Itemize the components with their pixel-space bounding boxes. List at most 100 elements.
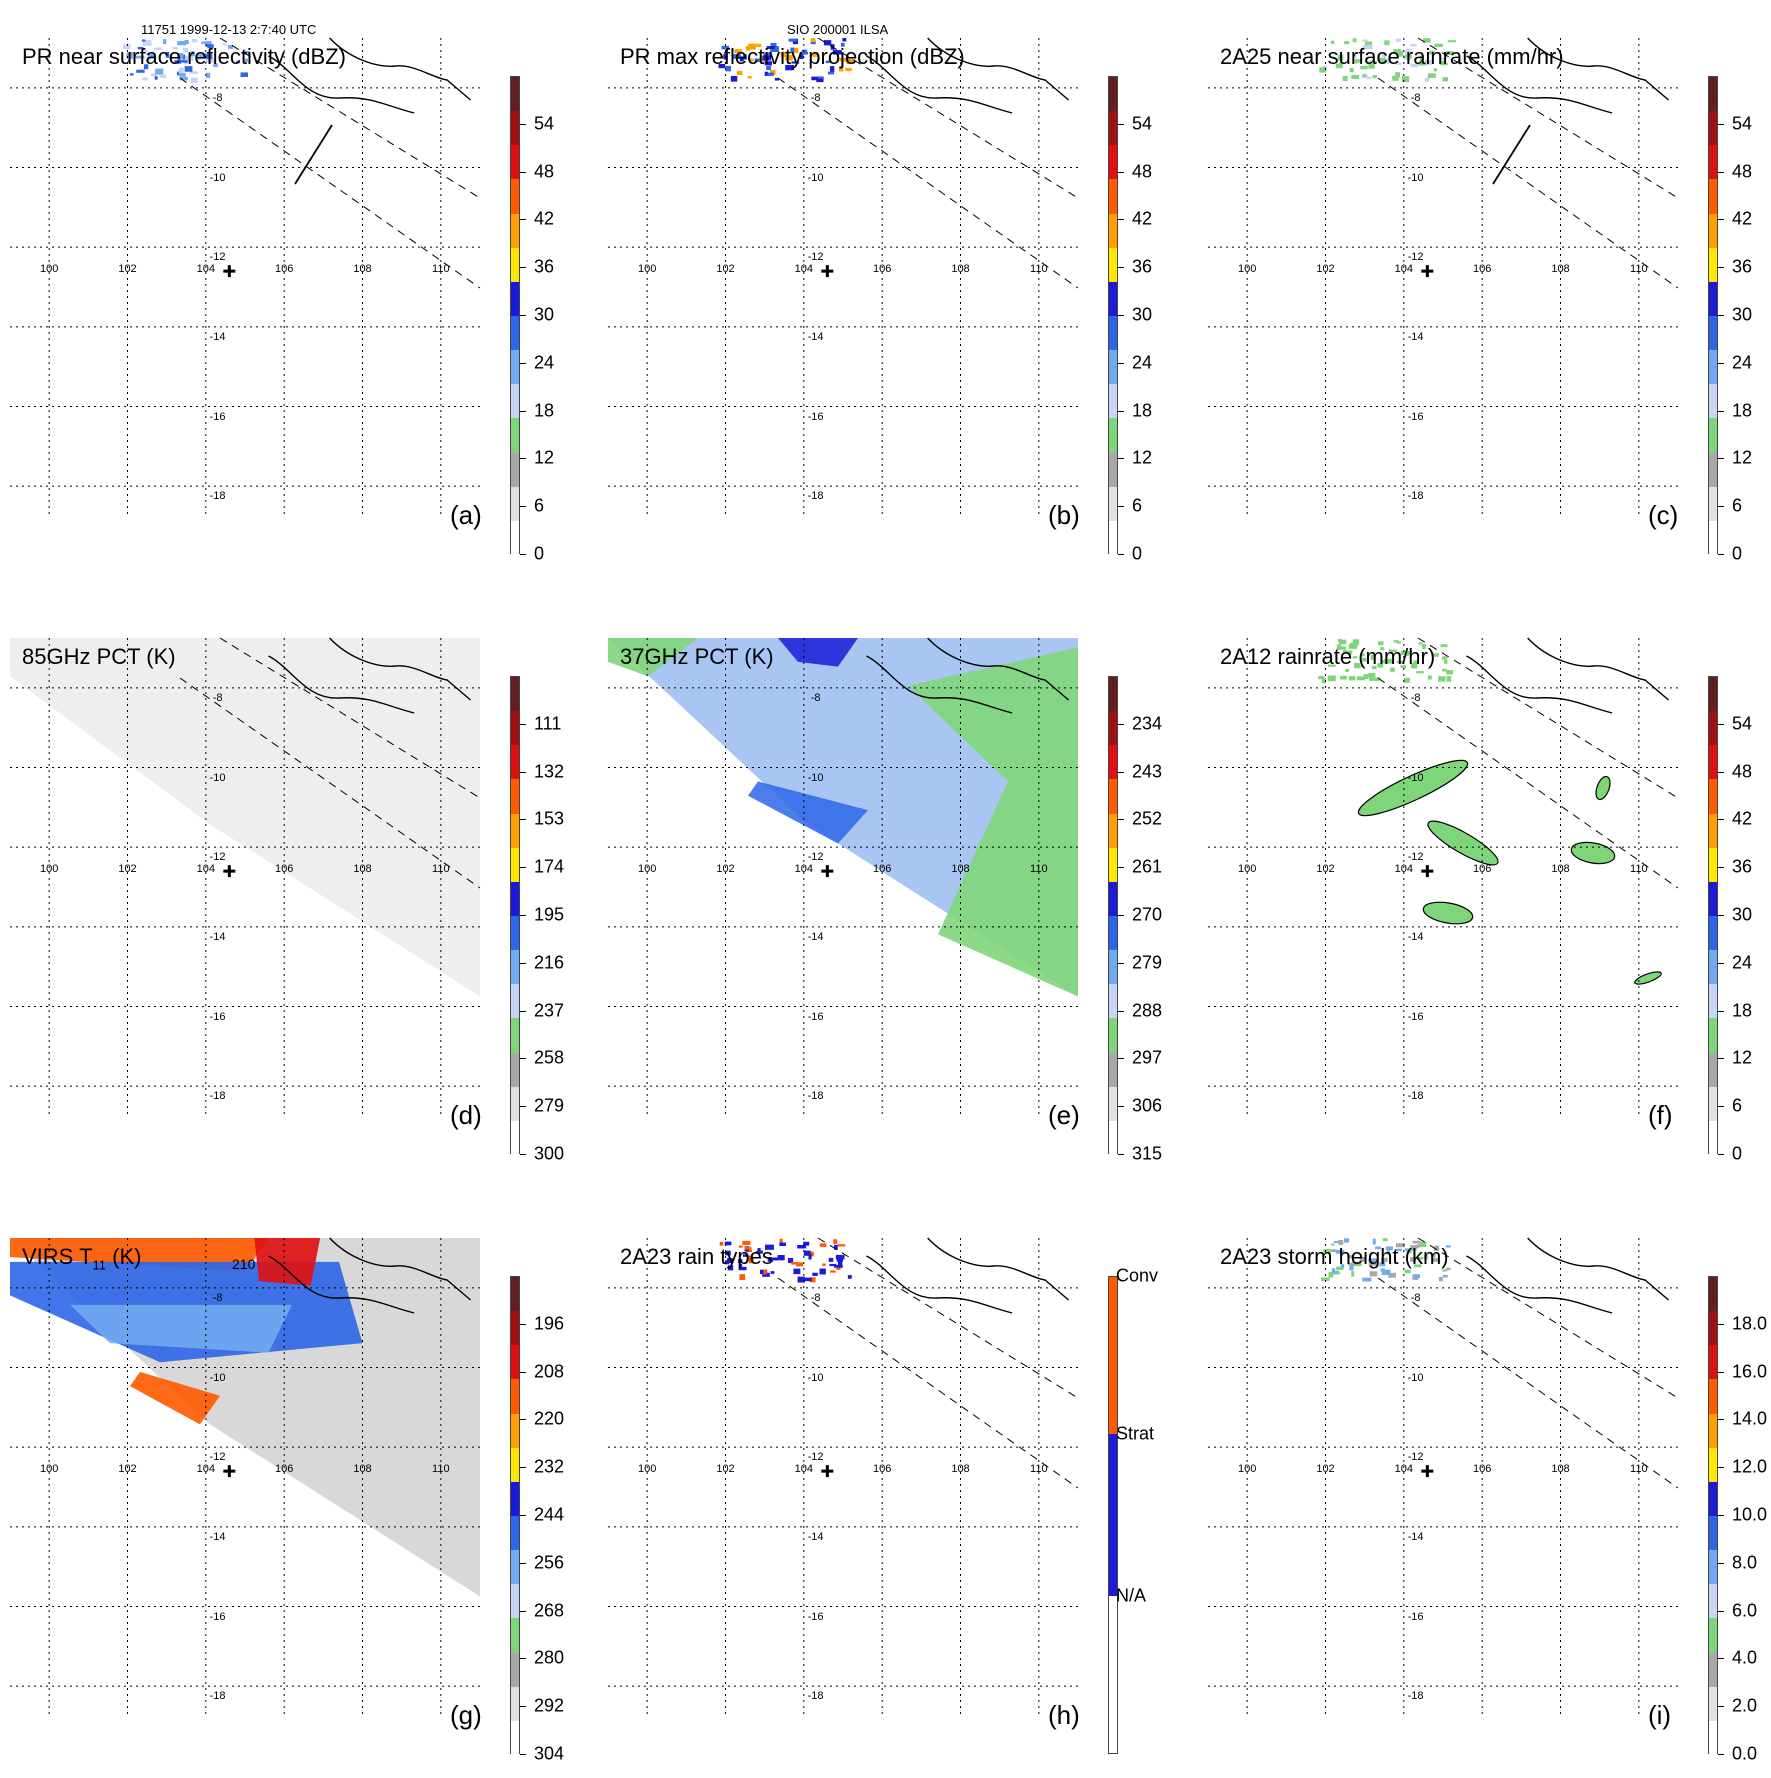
colorbar-segment xyxy=(1109,111,1117,146)
echo-cell xyxy=(155,68,164,75)
echo-cell xyxy=(1384,40,1390,46)
echo-cell xyxy=(1362,39,1368,42)
lon-label: 104 xyxy=(794,863,814,876)
colorbar-segment xyxy=(511,847,519,882)
colorbar-tick xyxy=(1718,1010,1724,1012)
colorbar-tick-label: 16.0 xyxy=(1732,1361,1768,1382)
echo-cell xyxy=(1323,1248,1331,1254)
colorbar-segment xyxy=(511,677,519,712)
echo-cell xyxy=(198,54,206,59)
echo-cell xyxy=(154,76,158,80)
swath-edge xyxy=(777,77,1079,289)
echo-cell xyxy=(1395,62,1402,65)
colorbar-segment xyxy=(1709,745,1717,780)
lon-label: 104 xyxy=(1394,263,1414,276)
echo-cell xyxy=(1348,644,1358,649)
colorbar-tick xyxy=(1118,171,1124,173)
colorbar-tick-label: 304 xyxy=(534,1743,565,1764)
colorbar-segment xyxy=(1109,1595,1117,1753)
colorbar-segment xyxy=(511,384,519,419)
echo-cell xyxy=(816,76,824,83)
echo-cell xyxy=(190,77,198,83)
colorbar-segment xyxy=(1709,145,1717,180)
colorbar-tick-label: 54 xyxy=(1732,713,1753,734)
colorbar-tick-label: 54 xyxy=(1732,113,1753,134)
colorbar-tick-label: 42 xyxy=(1132,208,1153,229)
echo-cell xyxy=(185,55,194,61)
colorbar-tick xyxy=(520,1371,526,1373)
colorbar-segment xyxy=(1109,316,1117,351)
colorbar-segment xyxy=(511,711,519,746)
echo-cell xyxy=(1379,1262,1386,1267)
echo-cell xyxy=(785,55,793,61)
echo-cell xyxy=(1423,38,1431,43)
lon-label: 104 xyxy=(196,1463,216,1476)
pct37-warm-region xyxy=(908,647,1078,997)
echo-cell xyxy=(1368,1259,1378,1266)
lon-label: 108 xyxy=(1551,1463,1570,1476)
colorbar-segment xyxy=(1709,1379,1717,1414)
echo-cell xyxy=(1393,640,1399,643)
lon-label: 108 xyxy=(951,1463,970,1476)
echo-cell xyxy=(833,1264,843,1268)
panel-label: (e) xyxy=(1048,1100,1080,1130)
colorbar-tick xyxy=(520,1610,526,1612)
colorbar-tick-label: 306 xyxy=(1132,1095,1163,1116)
echo-cell xyxy=(1347,1262,1357,1266)
colorbar-tick xyxy=(520,315,526,316)
colorbar-segment xyxy=(1709,213,1717,248)
site-marker-icon xyxy=(223,265,236,278)
lat-label: -18 xyxy=(209,490,226,503)
echo-cell xyxy=(1445,51,1454,56)
map-plot-i xyxy=(1208,1237,1679,1716)
echo-cell xyxy=(719,1241,724,1246)
colorbar-tick-label: 36 xyxy=(1132,256,1153,277)
colorbar xyxy=(1708,676,1718,1155)
echo-cell xyxy=(810,38,816,43)
site-marker-icon xyxy=(1421,865,1434,878)
colorbar-tick xyxy=(1718,219,1724,221)
echo-cell xyxy=(1427,73,1436,78)
lon-label: 108 xyxy=(353,1463,372,1476)
colorbar-tick-label: 30 xyxy=(1732,304,1753,325)
echo-cell xyxy=(222,43,227,46)
colorbar-tick-label: 6.0 xyxy=(1732,1600,1758,1621)
colorbar-tick-label: 6 xyxy=(1732,1095,1743,1116)
colorbar-tick xyxy=(1718,362,1724,364)
panel-title: 2A23 rain types xyxy=(620,1244,773,1269)
colorbar-tick-label: 0.0 xyxy=(1732,1743,1758,1764)
colorbar-segment xyxy=(1109,1018,1117,1053)
colorbar-tick xyxy=(1118,123,1124,125)
colorbar-tick-label: 24 xyxy=(1132,352,1153,373)
echo-cell xyxy=(1362,45,1368,50)
panel-label: (d) xyxy=(450,1100,482,1130)
colorbar-tick-label: 195 xyxy=(534,904,565,925)
echo-cell xyxy=(777,1255,785,1261)
colorbar-segment xyxy=(1109,916,1117,951)
colorbar-tick-label: 0 xyxy=(1132,543,1143,564)
site-marker-icon xyxy=(223,865,236,878)
echo-cell xyxy=(1327,675,1336,682)
lon-label: 104 xyxy=(196,263,216,276)
colorbar-tick xyxy=(1718,1515,1724,1516)
colorbar-segment xyxy=(1109,745,1117,780)
swath-edge xyxy=(817,1237,1079,1399)
echo-cell xyxy=(1331,1268,1336,1273)
colorbar-tick xyxy=(520,819,526,821)
colorbar-tick-label: 244 xyxy=(534,1504,565,1525)
colorbar-tick-label: 234 xyxy=(1132,713,1163,734)
panel-title: 85GHz PCT (K) xyxy=(22,644,176,669)
lat-label: -10 xyxy=(209,171,226,184)
colorbar-tick-label: 12 xyxy=(1132,447,1153,468)
echo-cell xyxy=(1439,60,1447,66)
colorbar-tick xyxy=(1718,1371,1724,1373)
echo-cell xyxy=(830,66,835,73)
echo-cell xyxy=(792,47,799,54)
echo-cell xyxy=(1384,658,1393,664)
colorbar-segment xyxy=(1709,1018,1717,1053)
colorbar-segment xyxy=(511,984,519,1019)
echo-cell xyxy=(809,1277,816,1283)
lat-label: -18 xyxy=(807,1690,824,1703)
colorbar-segment xyxy=(1109,281,1117,316)
echo-cell xyxy=(743,54,747,60)
